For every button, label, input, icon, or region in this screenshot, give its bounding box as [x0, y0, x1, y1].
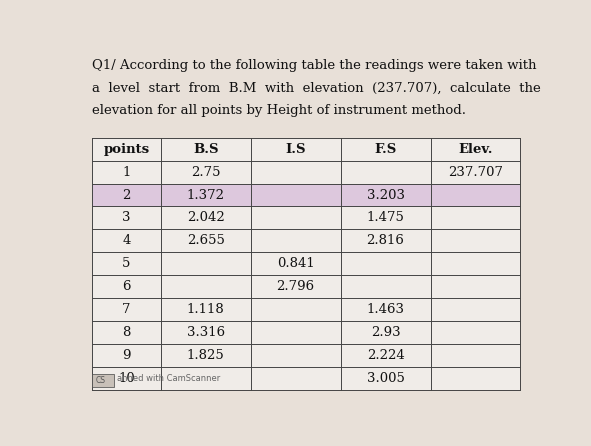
- Bar: [92, 206, 521, 229]
- Text: anned with CamScanner: anned with CamScanner: [118, 374, 220, 383]
- Text: elevation for all points by Height of instrument method.: elevation for all points by Height of in…: [92, 104, 466, 117]
- Text: 1: 1: [122, 165, 131, 178]
- Text: points: points: [103, 143, 150, 156]
- Text: 2.93: 2.93: [371, 326, 400, 339]
- Bar: [92, 374, 114, 387]
- Text: I.S: I.S: [285, 143, 306, 156]
- Bar: [92, 275, 521, 298]
- Text: 2.655: 2.655: [187, 235, 225, 248]
- Text: 3.005: 3.005: [366, 372, 404, 385]
- Text: CS: CS: [96, 376, 106, 385]
- Text: 9: 9: [122, 349, 131, 362]
- Text: 4: 4: [122, 235, 131, 248]
- Text: 7: 7: [122, 303, 131, 316]
- Text: F.S: F.S: [375, 143, 397, 156]
- Text: 2.796: 2.796: [277, 281, 314, 293]
- Text: 10: 10: [118, 372, 135, 385]
- Text: Elev.: Elev.: [458, 143, 493, 156]
- Text: 3.203: 3.203: [366, 189, 405, 202]
- Text: 5: 5: [122, 257, 131, 270]
- Text: 3: 3: [122, 211, 131, 224]
- Text: 237.707: 237.707: [448, 165, 503, 178]
- Text: 2.816: 2.816: [366, 235, 404, 248]
- Text: 2.224: 2.224: [366, 349, 404, 362]
- Text: 6: 6: [122, 281, 131, 293]
- Text: 8: 8: [122, 326, 131, 339]
- Text: 1.463: 1.463: [366, 303, 405, 316]
- Bar: [92, 161, 521, 184]
- Text: 2: 2: [122, 189, 131, 202]
- Bar: [92, 344, 521, 367]
- Text: 2.75: 2.75: [191, 165, 220, 178]
- Bar: [92, 367, 521, 390]
- Text: 1.118: 1.118: [187, 303, 225, 316]
- Text: 3.316: 3.316: [187, 326, 225, 339]
- Text: 1.475: 1.475: [366, 211, 404, 224]
- Text: B.S: B.S: [193, 143, 219, 156]
- Bar: [92, 184, 521, 206]
- Bar: [92, 252, 521, 275]
- Bar: [92, 321, 521, 344]
- Bar: [92, 229, 521, 252]
- Bar: [92, 298, 521, 321]
- Text: a  level  start  from  B.M  with  elevation  (237.707),  calculate  the: a level start from B.M with elevation (2…: [92, 82, 541, 95]
- Text: 2.042: 2.042: [187, 211, 225, 224]
- Bar: [92, 138, 521, 161]
- Text: Q1/ According to the following table the readings were taken with: Q1/ According to the following table the…: [92, 59, 537, 72]
- Text: 1.372: 1.372: [187, 189, 225, 202]
- Text: 0.841: 0.841: [277, 257, 314, 270]
- Text: 1.825: 1.825: [187, 349, 225, 362]
